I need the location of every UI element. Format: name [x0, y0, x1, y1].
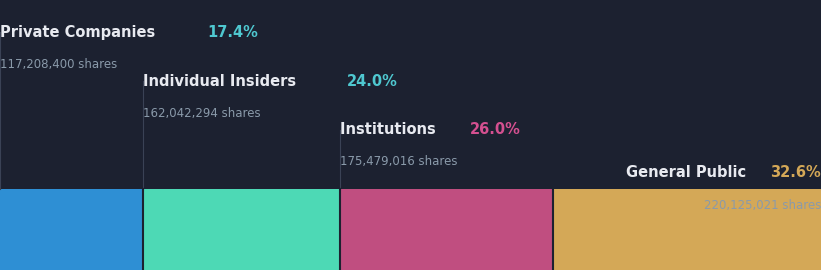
Bar — [553, 189, 821, 270]
Text: 175,479,016 shares: 175,479,016 shares — [340, 156, 457, 168]
Text: 220,125,021 shares: 220,125,021 shares — [704, 199, 821, 212]
Text: 117,208,400 shares: 117,208,400 shares — [0, 58, 117, 71]
Bar — [143, 189, 340, 270]
Text: Private Companies: Private Companies — [0, 25, 160, 40]
Text: Individual Insiders: Individual Insiders — [143, 73, 301, 89]
Bar — [340, 189, 553, 270]
Text: 26.0%: 26.0% — [470, 122, 521, 137]
Text: General Public: General Public — [626, 165, 751, 180]
Text: 162,042,294 shares: 162,042,294 shares — [143, 107, 260, 120]
Text: Institutions: Institutions — [340, 122, 441, 137]
Text: 24.0%: 24.0% — [347, 73, 398, 89]
Text: 17.4%: 17.4% — [207, 25, 258, 40]
Bar — [0, 189, 143, 270]
Text: 32.6%: 32.6% — [770, 165, 821, 180]
